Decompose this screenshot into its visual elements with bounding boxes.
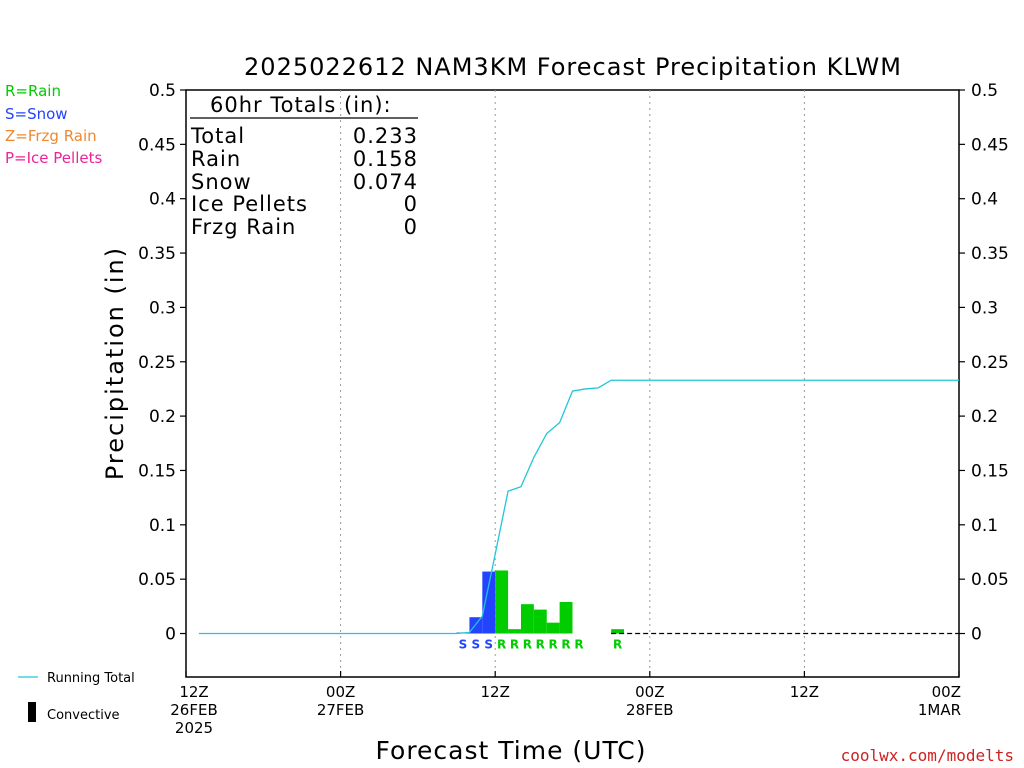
x-tick-label: 1MAR	[918, 701, 961, 719]
precip-bar	[482, 571, 496, 634]
line-legend: Running Total Convective	[18, 671, 135, 723]
x-tick-label: 12Z	[790, 683, 819, 701]
totals-box: 60hr Totals (in): Total 0.233 Rain 0.158…	[190, 93, 418, 239]
y-tick-label: 0.1	[149, 516, 176, 536]
precip-bar	[611, 629, 625, 634]
totals-label: Rain	[191, 147, 241, 171]
totals-header: 60hr Totals (in):	[210, 93, 392, 117]
y-tick-label: 0.45	[138, 135, 176, 155]
precip-bar	[559, 601, 573, 634]
precip-type-label: R	[523, 638, 532, 652]
precip-bar	[546, 622, 560, 634]
legend-convective: Convective	[47, 708, 120, 723]
totals-value: 0	[404, 215, 418, 239]
x-tick-label: 12Z	[179, 683, 208, 701]
precip-bar	[469, 617, 483, 634]
x-tick-label: 12Z	[481, 683, 510, 701]
y-tick-label: 0.05	[138, 570, 176, 590]
x-tick-label: 2025	[175, 719, 213, 737]
precip-type-label: S	[484, 638, 493, 652]
legend-rain: R=Rain	[5, 82, 61, 100]
y-axis-label: Precipitation (in)	[101, 246, 129, 480]
precip-type-label: R	[510, 638, 519, 652]
y-tick-label-right: 0.3	[971, 298, 998, 318]
precip-type-legend: R=Rain S=Snow Z=Frzg Rain P=Ice Pellets	[5, 82, 102, 167]
y-tick-label: 0.5	[149, 81, 176, 101]
x-tick-label: 00Z	[932, 683, 961, 701]
credit-text: coolwx.com/modelts	[841, 746, 1014, 765]
totals-value: 0.074	[353, 170, 418, 194]
plot-frame	[185, 89, 960, 678]
y-tick-label: 0.15	[138, 461, 176, 481]
y-tick-label-right: 0.4	[971, 190, 998, 210]
precip-type-label: R	[574, 638, 583, 652]
running-total-line	[198, 379, 959, 635]
precip-type-label: R	[497, 638, 506, 652]
x-tick-label: 00Z	[326, 683, 355, 701]
y-tick-label-right: 0.5	[971, 81, 998, 101]
legend-snow: S=Snow	[5, 105, 68, 123]
totals-label: Frzg Rain	[191, 215, 296, 239]
y-tick-label-right: 0.35	[971, 244, 1009, 264]
x-tick-label: 26FEB	[170, 701, 217, 719]
precip-bar	[495, 570, 509, 634]
totals-value: 0.158	[353, 147, 418, 171]
precip-type-label: R	[549, 638, 558, 652]
y-tick-label: 0.35	[138, 244, 176, 264]
precip-bar	[508, 629, 521, 634]
y-tick-label: 0.2	[149, 407, 176, 427]
y-tick-label: 0	[165, 625, 176, 645]
y-tick-label-right: 0.25	[971, 353, 1009, 373]
grid-lines	[340, 90, 805, 677]
running-total-polyline	[198, 379, 959, 635]
convective-swatch	[28, 702, 36, 722]
y-tick-label-right: 0.45	[971, 135, 1009, 155]
y-tick-label: 0.25	[138, 353, 176, 373]
precip-type-label: R	[561, 638, 570, 652]
x-tick-label: 28FEB	[626, 701, 673, 719]
precip-type-label: R	[536, 638, 545, 652]
totals-label: Ice Pellets	[191, 192, 308, 216]
x-tick-label: 27FEB	[317, 701, 364, 719]
y-tick-label-right: 0.05	[971, 570, 1009, 590]
y-tick-label: 0.4	[149, 190, 176, 210]
x-tick-label: 00Z	[635, 683, 664, 701]
y-tick-label-right: 0	[971, 625, 982, 645]
legend-frzg-rain: Z=Frzg Rain	[5, 127, 97, 145]
y-axis-left: 0.5 0.45 0.4 0.35 0.3 0.25 0.2 0.15 0.1 0.05 0	[138, 81, 186, 645]
precip-bar	[520, 604, 534, 634]
totals-value: 0.233	[353, 124, 418, 148]
x-axis-label: Forecast Time (UTC)	[376, 736, 647, 765]
legend-ice-pellets: P=Ice Pellets	[5, 149, 102, 167]
precip-bars	[456, 570, 625, 634]
y-axis-right: 0.5 0.45 0.4 0.35 0.3 0.25 0.2 0.15 0.1 0.05 0	[959, 81, 1009, 645]
precip-type-label: R	[613, 638, 622, 652]
y-tick-label-right: 0.1	[971, 516, 998, 536]
precip-type-label: S	[459, 638, 468, 652]
totals-label: Snow	[191, 170, 252, 194]
chart-title: 2025022612 NAM3KM Forecast Precipitation…	[244, 53, 902, 81]
y-tick-label-right: 0.2	[971, 407, 998, 427]
y-tick-label-right: 0.15	[971, 461, 1009, 481]
precip-bar	[533, 609, 547, 634]
legend-running-total: Running Total	[47, 671, 135, 686]
totals-value: 0	[404, 192, 418, 216]
precip-type-label: S	[472, 638, 481, 652]
y-tick-label: 0.3	[149, 298, 176, 318]
totals-label: Total	[190, 124, 245, 148]
